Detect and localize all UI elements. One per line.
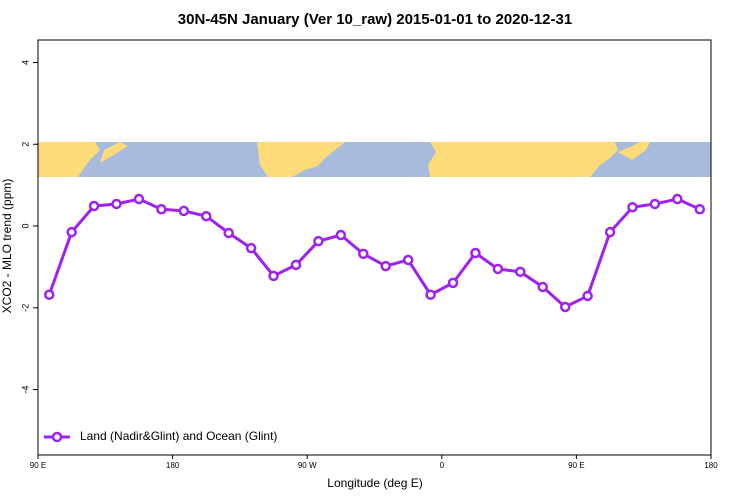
- data-point: [559, 301, 571, 313]
- data-point: [402, 254, 414, 266]
- data-point: [447, 277, 459, 289]
- data-point: [582, 290, 593, 302]
- data-point: [43, 289, 55, 300]
- data-point: [268, 270, 279, 282]
- data-point: [66, 226, 77, 238]
- data-line: [47, 197, 701, 309]
- data-point: [223, 227, 234, 239]
- data-point: [694, 204, 706, 215]
- x-tick-label: 0: [440, 461, 445, 470]
- data-point: [425, 289, 436, 300]
- y-tick-label: 0: [20, 224, 30, 229]
- x-tick-label: 90 E: [568, 461, 584, 470]
- data-point: [290, 259, 302, 271]
- data-point: [313, 235, 324, 247]
- legend-marker: [51, 431, 63, 443]
- data-point: [201, 210, 212, 222]
- data-point: [627, 201, 638, 213]
- x-axis-label: Longitude (deg E): [327, 476, 422, 490]
- data-point: [470, 247, 481, 259]
- data-point: [133, 193, 145, 205]
- plot-frame: [37, 39, 712, 456]
- data-point: [245, 242, 257, 254]
- data-point: [358, 248, 369, 260]
- data-point: [515, 266, 526, 278]
- x-tick-label: 90 W: [298, 461, 317, 470]
- data-point: [380, 260, 391, 272]
- y-axis-label: XCO2 - MLO trend (ppm): [0, 179, 14, 314]
- data-point: [156, 204, 167, 215]
- data-point: [111, 198, 122, 210]
- y-tick-label: -2: [20, 304, 30, 312]
- data-point: [178, 205, 190, 217]
- chart-title: 30N-45N January (Ver 10_raw) 2015-01-01 …: [178, 11, 572, 28]
- legend-label: Land (Nadir&Glint) and Ocean (Glint): [80, 429, 277, 443]
- data-point: [672, 193, 683, 205]
- data-point: [335, 229, 347, 241]
- y-tick-label: -4: [20, 386, 30, 394]
- x-tick-label: 180: [166, 461, 180, 470]
- data-point: [604, 226, 616, 238]
- data-point: [649, 198, 661, 210]
- y-tick-label: 2: [20, 142, 30, 147]
- map-band: [38, 142, 711, 177]
- x-tick-label: 90 E: [30, 461, 46, 470]
- y-tick-label: 4: [20, 60, 30, 65]
- data-point: [537, 281, 548, 293]
- data-point: [88, 200, 100, 212]
- data-point: [492, 263, 504, 275]
- x-tick-label: 180: [704, 461, 718, 470]
